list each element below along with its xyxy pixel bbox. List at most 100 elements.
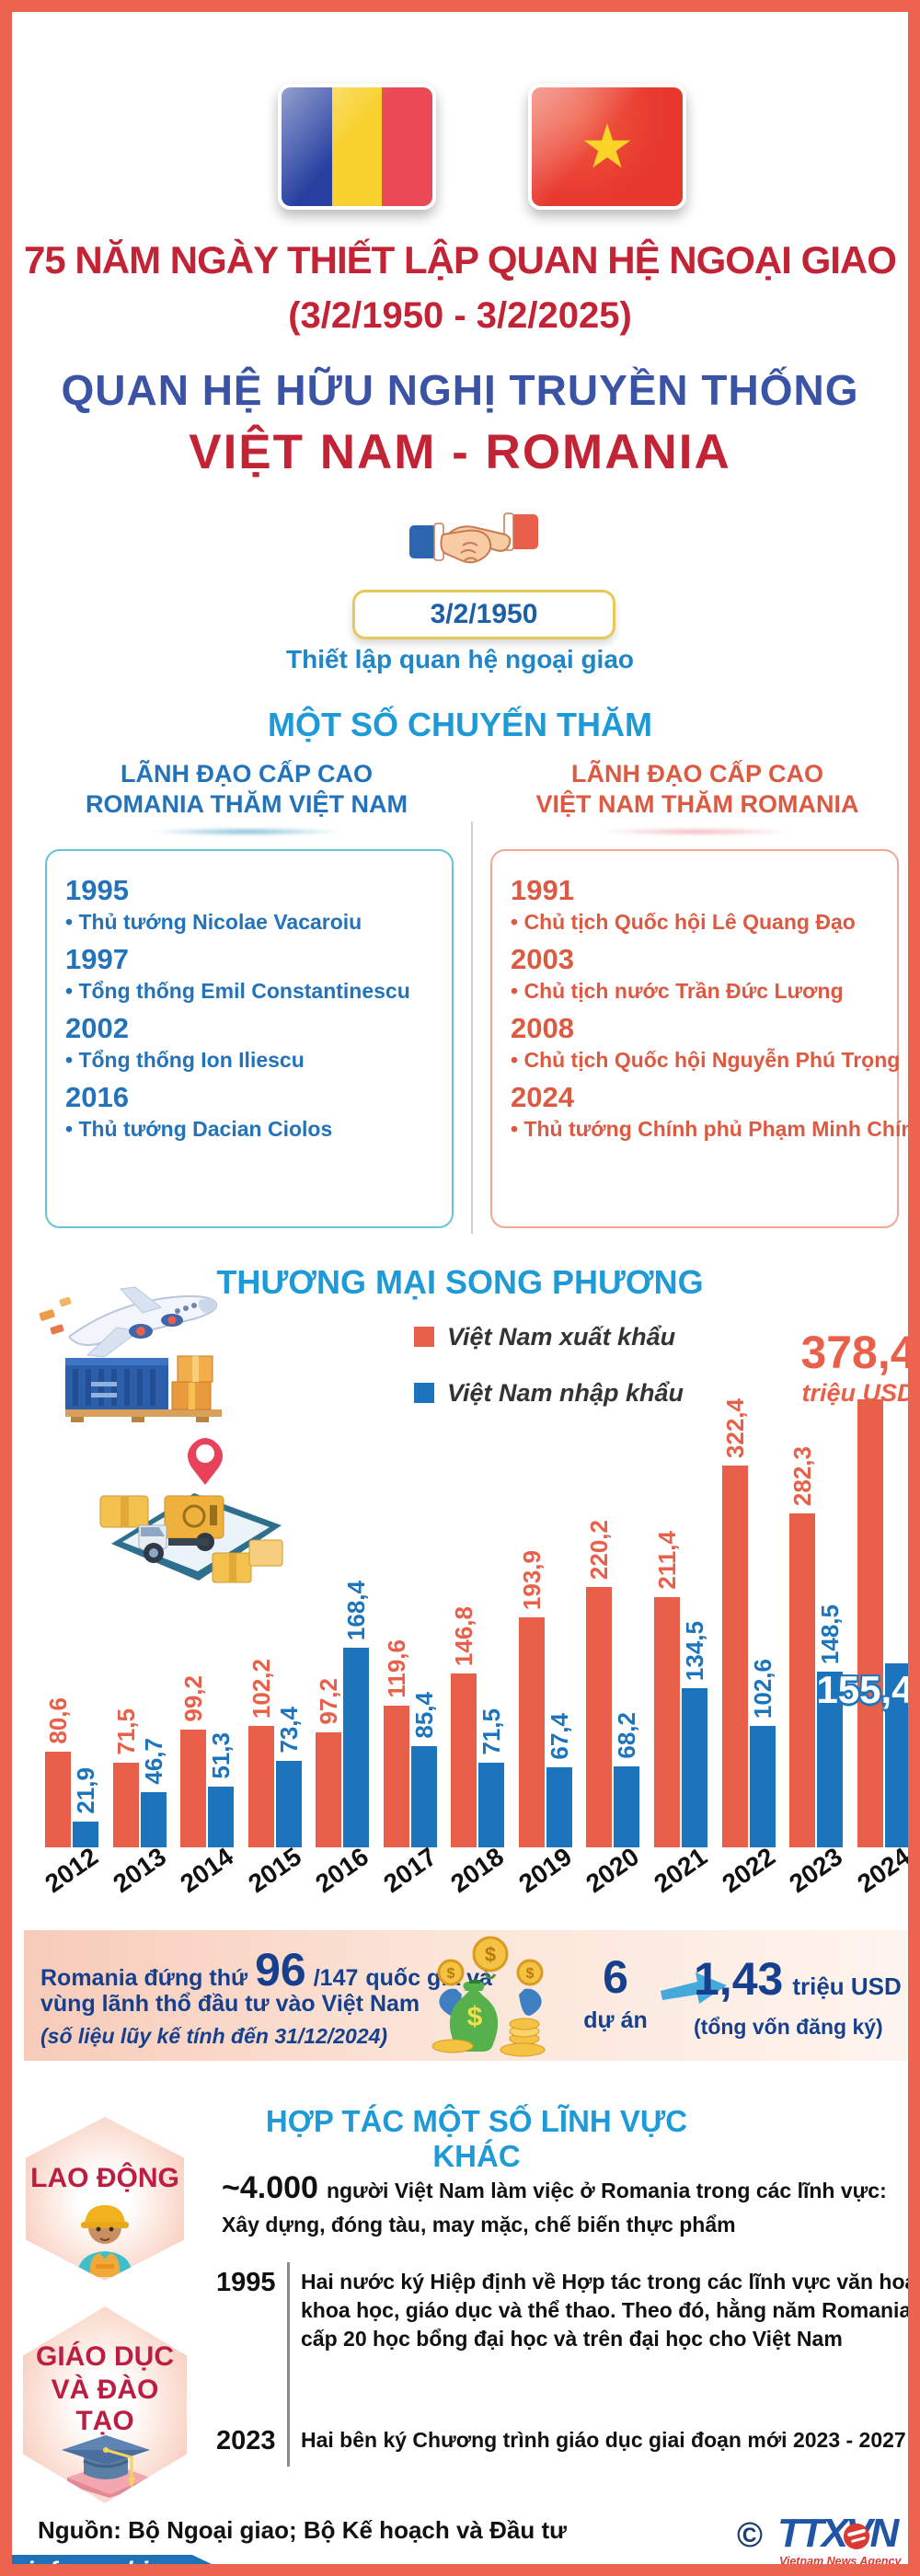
arrow-right-icon [661,1972,727,2004]
ttxvn-globe-icon [844,2524,869,2549]
export-label-2016: 97,2 [315,1678,343,1725]
export-bar-2015 [247,1726,274,1847]
visit-entry: 2003 Chủ tịch nước Trần Đức Lương [511,943,891,1004]
graduation-cap-icon [62,2435,150,2498]
svg-text:$: $ [447,1966,455,1982]
year-tick-2019: 2019 [513,1842,577,1899]
import-label-2015: 73,4 [274,1707,303,1754]
visit-entry: 2002 Tổng thống Ion Iliescu [65,1012,446,1073]
romania-flag-blue-stripe [282,87,332,206]
export-label-2017: 119,6 [382,1639,410,1698]
romania-visits-box: 1995 Thủ tướng Nicolae Vacaroiu 1997 Tổng t… [45,849,454,1228]
export-label-2019: 193,9 [517,1549,546,1610]
export-bar-2014 [180,1730,207,1847]
visits-right-heading-line2: VIỆT NAM THĂM ROMANIA [535,789,859,818]
import-label-2013: 46,7 [139,1738,167,1785]
education-year: 2023 [216,2426,276,2455]
export-label-2023: 282,3 [788,1445,817,1506]
visit-person: Chủ tịch nước Trần Đức Lương [511,979,891,1004]
export-label-2015: 102,2 [247,1658,275,1719]
export-label-2022: 322,4 [720,1397,749,1458]
romania-flag [278,84,436,210]
labor-line1-text: người Việt Nam làm việc ở Romania trong … [326,2179,887,2202]
education-badge-line2: VÀ ĐÀO TẠO [51,2375,159,2436]
projects-label: dự án [583,2007,648,2033]
investment-rank-total: /147 [313,1965,359,1991]
export-label-2020: 220,2 [585,1519,614,1580]
year-tick-2016: 2016 [310,1842,374,1899]
export-bar-2022 [721,1466,748,1847]
visit-year: 1991 [511,874,574,906]
year-tick-2015: 2015 [242,1842,306,1899]
export-bar-2019 [518,1617,545,1847]
visit-year: 1997 [65,943,129,975]
cargo-plane-icon [39,1286,218,1358]
import-bar-2019 [546,1767,572,1847]
ttxvn-subtitle: Vietnam News Agency [779,2555,902,2568]
peak-import-value: 155,4 [816,1668,914,1711]
delivery-truck-icon [99,1438,283,1583]
left-heading-shadow [150,827,343,836]
projects-stat: 6 dự án [574,1950,657,2034]
visits-left-heading-line1: LÃNH ĐẠO CẤP CAO [120,760,373,788]
infographics-brand: infographics.vn [27,2557,213,2576]
visit-entry: 2016 Thủ tướng Dacian Ciolos [65,1081,446,1142]
year-tick-2021: 2021 [649,1842,713,1899]
visit-year: 2002 [65,1012,129,1044]
year-tick-2022: 2022 [716,1842,780,1899]
capital-unit: triệu USD [792,1972,902,2000]
svg-text:$: $ [485,1943,496,1966]
export-label-2018: 146,8 [450,1605,478,1666]
visits-left-heading: LÃNH ĐẠO CẤP CAO ROMANIA THĂM VIỆT NAM [63,759,431,820]
capital-value: 1,43 [694,1953,784,2005]
education-year: 1995 [216,2268,276,2297]
worker-icon [77,2205,132,2277]
year-tick-2017: 2017 [378,1842,442,1899]
import-bar-2022 [749,1726,776,1847]
visit-person: Tổng thống Ion Iliescu [65,1048,446,1073]
export-label-2014: 99,2 [179,1675,208,1722]
investment-line2: vùng lãnh thổ đầu tư vào Việt Nam [40,1991,420,2017]
investment-banner: Romania đứng thứ 96 /147 quốc gia và vùn… [24,1930,908,2061]
investment-prefix: Romania đứng thứ [40,1965,248,1991]
visits-left-heading-line2: ROMANIA THĂM VIỆT NAM [86,789,408,818]
legend-label: Việt Nam nhập khẩu [447,1378,684,1407]
visits-right-heading-line1: LÃNH ĐẠO CẤP CAO [570,760,823,788]
import-label-2020: 68,2 [613,1712,641,1759]
year-tick-2024: 2024 [851,1842,915,1899]
peak-export-value: 378,4 [800,1327,916,1378]
trade-section-title: THƯƠNG MẠI SONG PHƯƠNG [216,1263,704,1301]
import-label-2016: 168,4 [342,1580,371,1640]
visit-person: Thủ tướng Nicolae Vacaroiu [65,910,446,935]
visits-section-title: MỘT SỐ CHUYẾN THĂM [268,706,652,743]
export-bar-2018 [451,1673,477,1847]
shipping-containers-icon [65,1355,222,1422]
ttxvn-logo: © TTXVN Vietnam News Agency [737,2511,908,2568]
labor-text-line2: Xây dựng, đóng tàu, may mặc, chế biến th… [222,2213,736,2237]
handshake-icon [409,512,538,564]
visit-entry: 1991 Chủ tịch Quốc hội Lê Quang Đạo [511,874,891,935]
import-bar-2012 [73,1822,98,1847]
investment-note: (số liệu lũy kế tính đến 31/12/2024) [40,2024,388,2048]
year-tick-2013: 2013 [107,1842,171,1899]
right-heading-shadow [601,827,794,836]
legend-item: Việt Nam xuất khẩu [414,1323,675,1351]
capital-note: (tổng vốn đăng ký) [694,2015,883,2039]
import-label-2018: 71,5 [477,1708,506,1755]
source-credit: Nguồn: Bộ Ngoại giao; Bộ Kế hoạch và Đầu… [38,2516,567,2544]
export-bar-2012 [45,1752,71,1847]
investment-rank: 96 [255,1944,306,1995]
visit-year: 2003 [511,943,574,975]
import-label-2023: 148,5 [816,1604,845,1664]
columns-divider [471,822,473,1234]
projects-count: 6 [603,1951,628,2003]
romania-flag-red-stripe [382,87,432,206]
year-tick-2012: 2012 [40,1842,104,1899]
export-label-2021: 211,4 [652,1531,681,1590]
export-bar-2020 [586,1587,613,1847]
import-bar-2017 [410,1746,437,1847]
vietnam-star-icon: ★ [580,110,635,182]
export-bar-2021 [653,1597,680,1847]
infographics-brand-banner: infographics.vn [12,2555,262,2576]
